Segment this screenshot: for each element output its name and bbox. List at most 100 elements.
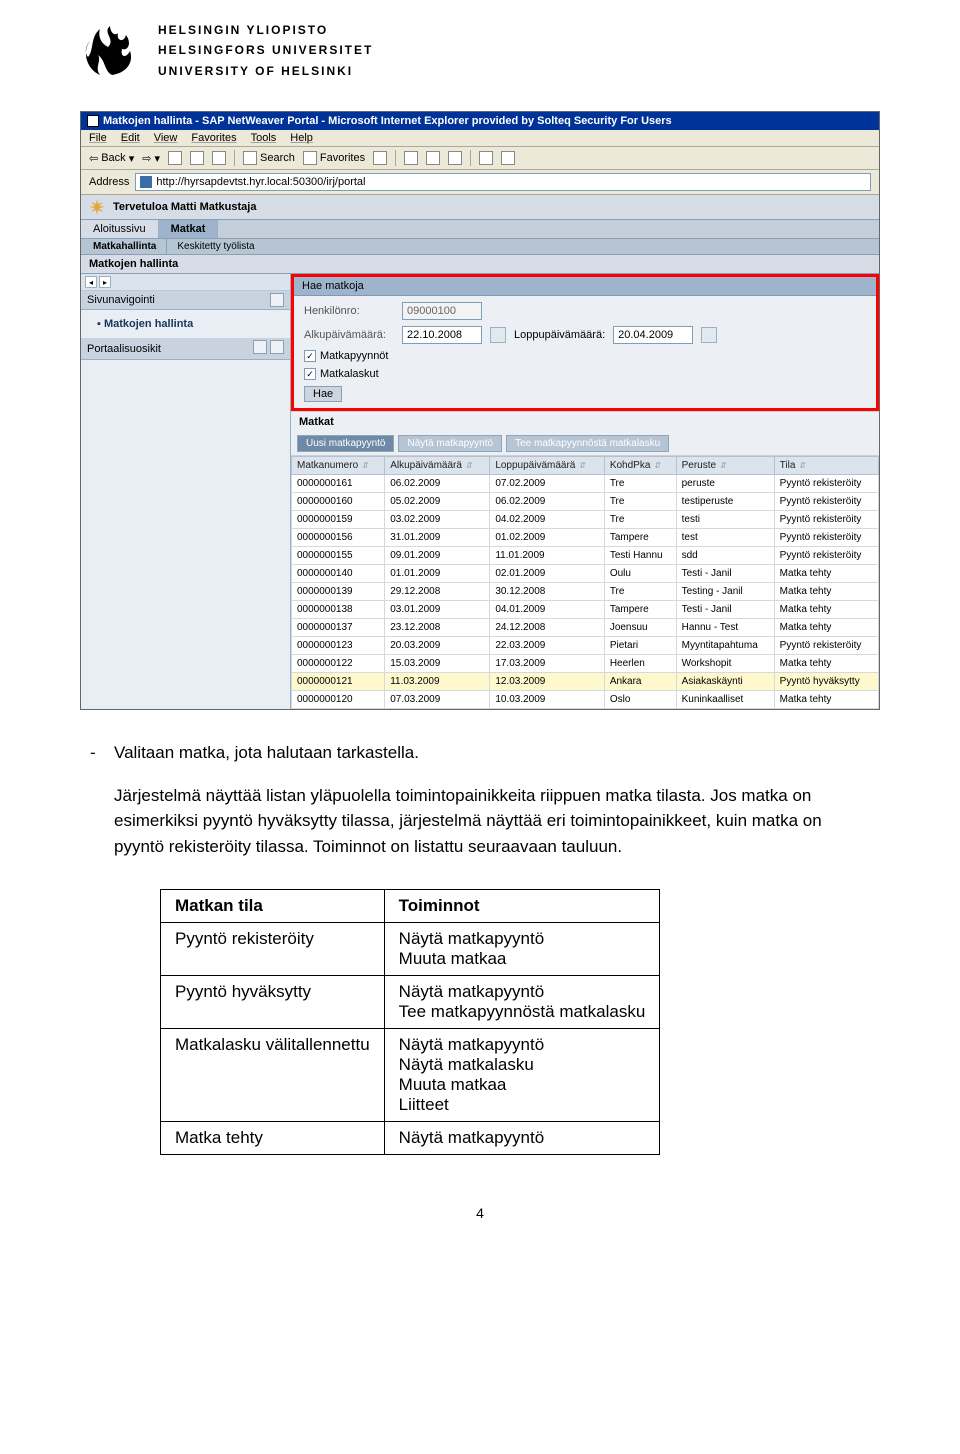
table-cell: 01.02.2009 — [490, 529, 605, 547]
menu-favorites[interactable]: Favorites — [191, 132, 236, 144]
table-header[interactable]: Loppupäivämäärä⇵ — [490, 457, 605, 475]
table-cell: Heerlen — [604, 655, 676, 673]
matkapyynnot-checkbox[interactable]: ✓ Matkapyynnöt — [304, 350, 866, 362]
table-cell: Matka tehty — [774, 583, 878, 601]
fav-ctl-1-icon[interactable] — [253, 340, 267, 354]
mail-icon[interactable] — [404, 151, 418, 165]
portal-subtabs: MatkahallintaKeskitetty työlista — [81, 239, 879, 255]
table-row[interactable]: 000000013723.12.200824.12.2008JoensuuHan… — [292, 619, 879, 637]
arrow-right-icon[interactable]: ▸ — [99, 276, 111, 288]
university-header: HELSINGIN YLIOPISTO HELSINGFORS UNIVERSI… — [80, 20, 880, 81]
matkat-title: Matkat — [291, 411, 879, 432]
table-row[interactable]: 000000012007.03.200910.03.2009OsloKunink… — [292, 691, 879, 709]
matkat-table: Matkanumero⇵Alkupäivämäärä⇵Loppupäivämää… — [291, 456, 879, 709]
extra-icon-1[interactable] — [479, 151, 493, 165]
table-header[interactable]: Matkanumero⇵ — [292, 457, 385, 475]
back-button[interactable]: ⇦ Back ▾ — [89, 152, 134, 165]
home-icon[interactable] — [212, 151, 226, 165]
table-cell: 03.02.2009 — [385, 511, 490, 529]
table-row[interactable]: 000000013803.01.200904.01.2009TampereTes… — [292, 601, 879, 619]
table-cell: Ankara — [604, 673, 676, 691]
menu-help[interactable]: Help — [290, 132, 313, 144]
table-cell: 03.01.2009 — [385, 601, 490, 619]
calendar-icon[interactable] — [701, 327, 717, 343]
table-row[interactable]: 000000013929.12.200830.12.2008TreTesting… — [292, 583, 879, 601]
action-button[interactable]: Uusi matkapyyntö — [297, 435, 394, 452]
calendar-icon[interactable] — [490, 327, 506, 343]
print-icon[interactable] — [426, 151, 440, 165]
table-cell: Testi - Janil — [676, 601, 774, 619]
menu-tools[interactable]: Tools — [251, 132, 277, 144]
refresh-icon[interactable] — [190, 151, 204, 165]
action-button[interactable]: Tee matkapyynnöstä matkalasku — [506, 435, 669, 452]
table-row[interactable]: 000000012215.03.200917.03.2009HeerlenWor… — [292, 655, 879, 673]
matkalaskut-checkbox[interactable]: ✓ Matkalaskut — [304, 368, 866, 380]
table-row[interactable]: 000000012111.03.200912.03.2009AnkaraAsia… — [292, 673, 879, 691]
portal-tab[interactable]: Matkat — [159, 220, 219, 238]
action-button[interactable]: Näytä matkapyyntö — [398, 435, 502, 452]
table-header[interactable]: Tila⇵ — [774, 457, 878, 475]
address-input[interactable]: http://hyrsapdevtst.hyr.local:50300/irj/… — [135, 173, 871, 191]
fav-ctl-2-icon[interactable] — [270, 340, 284, 354]
summary-actions: Näytä matkapyyntö Tee matkapyynnöstä mat… — [384, 976, 660, 1029]
table-cell: 31.01.2009 — [385, 529, 490, 547]
sap-favicon-icon — [140, 176, 152, 188]
portal-subtab[interactable]: Keskitetty työlista — [166, 239, 264, 254]
table-row[interactable]: 000000016005.02.200906.02.2009Tretestipe… — [292, 493, 879, 511]
table-cell: 0000000123 — [292, 637, 385, 655]
summary-actions: Näytä matkapyyntö Näytä matkalasku Muuta… — [384, 1029, 660, 1122]
table-cell: Tre — [604, 511, 676, 529]
edit-icon[interactable] — [448, 151, 462, 165]
table-cell: 0000000121 — [292, 673, 385, 691]
summary-col-actions: Toiminnot — [384, 890, 660, 923]
table-header[interactable]: Alkupäivämäärä⇵ — [385, 457, 490, 475]
body-text: -Valitaan matka, jota halutaan tarkastel… — [90, 740, 870, 859]
extra-icon-2[interactable] — [501, 151, 515, 165]
table-header[interactable]: KohdPka⇵ — [604, 457, 676, 475]
table-row[interactable]: 000000014001.01.200902.01.2009OuluTesti … — [292, 565, 879, 583]
table-cell: 11.01.2009 — [490, 547, 605, 565]
favorites-button[interactable]: Favorites — [303, 151, 365, 165]
summary-actions: Näytä matkapyyntö Muuta matkaa — [384, 923, 660, 976]
page-number: 4 — [80, 1205, 880, 1221]
menu-edit[interactable]: Edit — [121, 132, 140, 144]
address-url: http://hyrsapdevtst.hyr.local:50300/irj/… — [156, 176, 365, 188]
history-icon[interactable] — [373, 151, 387, 165]
portal-tab[interactable]: Aloitussivu — [81, 220, 159, 238]
table-cell: Testing - Janil — [676, 583, 774, 601]
table-header[interactable]: Peruste⇵ — [676, 457, 774, 475]
portal-subtab[interactable]: Matkahallinta — [83, 239, 166, 254]
table-row[interactable]: 000000016106.02.200907.02.2009Treperuste… — [292, 475, 879, 493]
table-cell: Pyyntö rekisteröity — [774, 493, 878, 511]
table-cell: 02.01.2009 — [490, 565, 605, 583]
portal-tabs: AloitussivuMatkat — [81, 220, 879, 239]
menu-view[interactable]: View — [154, 132, 178, 144]
search-panel-highlighted: Hae matkoja Henkilönro: 09000100 Alkupäi… — [291, 274, 879, 411]
menu-file[interactable]: File — [89, 132, 107, 144]
welcome-text: Tervetuloa Matti Matkustaja — [113, 201, 256, 213]
search-button[interactable]: Search — [243, 151, 295, 165]
hae-button[interactable]: Hae — [304, 386, 342, 402]
stop-icon[interactable] — [168, 151, 182, 165]
table-cell: 20.03.2009 — [385, 637, 490, 655]
collapse-icon[interactable] — [270, 293, 284, 307]
table-cell: Hannu - Test — [676, 619, 774, 637]
sidebar-item-matkojen-hallinta[interactable]: Matkojen hallinta — [89, 316, 282, 332]
alkup-input[interactable]: 22.10.2008 — [402, 326, 482, 344]
table-cell: Tre — [604, 493, 676, 511]
table-row[interactable]: 000000015903.02.200904.02.2009TretestiPy… — [292, 511, 879, 529]
table-cell: Pyyntö rekisteröity — [774, 529, 878, 547]
arrow-left-icon[interactable]: ◂ — [85, 276, 97, 288]
summary-row: Matka tehtyNäytä matkapyyntö — [161, 1122, 660, 1155]
henkilonro-input: 09000100 — [402, 302, 482, 320]
table-cell: Myyntitapahtuma — [676, 637, 774, 655]
table-cell: Matka tehty — [774, 619, 878, 637]
table-cell: 06.02.2009 — [385, 475, 490, 493]
loppup-input[interactable]: 20.04.2009 — [613, 326, 693, 344]
table-row[interactable]: 000000015509.01.200911.01.2009Testi Hann… — [292, 547, 879, 565]
forward-button[interactable]: ⇨ ▾ — [142, 152, 160, 165]
table-row[interactable]: 000000012320.03.200922.03.2009PietariMyy… — [292, 637, 879, 655]
table-cell: Joensuu — [604, 619, 676, 637]
table-row[interactable]: 000000015631.01.200901.02.2009Tamperetes… — [292, 529, 879, 547]
sidebar: ◂ ▸ Sivunavigointi Matkojen hallinta Por… — [81, 274, 291, 709]
